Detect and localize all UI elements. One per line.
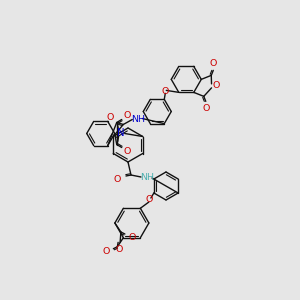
Text: O: O xyxy=(128,232,136,242)
Text: NH: NH xyxy=(140,172,154,182)
Text: O: O xyxy=(162,87,169,96)
Text: O: O xyxy=(210,59,217,68)
Text: O: O xyxy=(106,113,114,122)
Text: O: O xyxy=(116,245,123,254)
Text: O: O xyxy=(145,196,153,205)
Text: O: O xyxy=(113,175,121,184)
Text: O: O xyxy=(103,247,110,256)
Text: O: O xyxy=(123,111,130,120)
Text: O: O xyxy=(123,147,130,156)
Text: N: N xyxy=(117,128,124,139)
Text: O: O xyxy=(202,104,209,113)
Text: NH: NH xyxy=(131,115,145,124)
Text: O: O xyxy=(213,81,220,90)
